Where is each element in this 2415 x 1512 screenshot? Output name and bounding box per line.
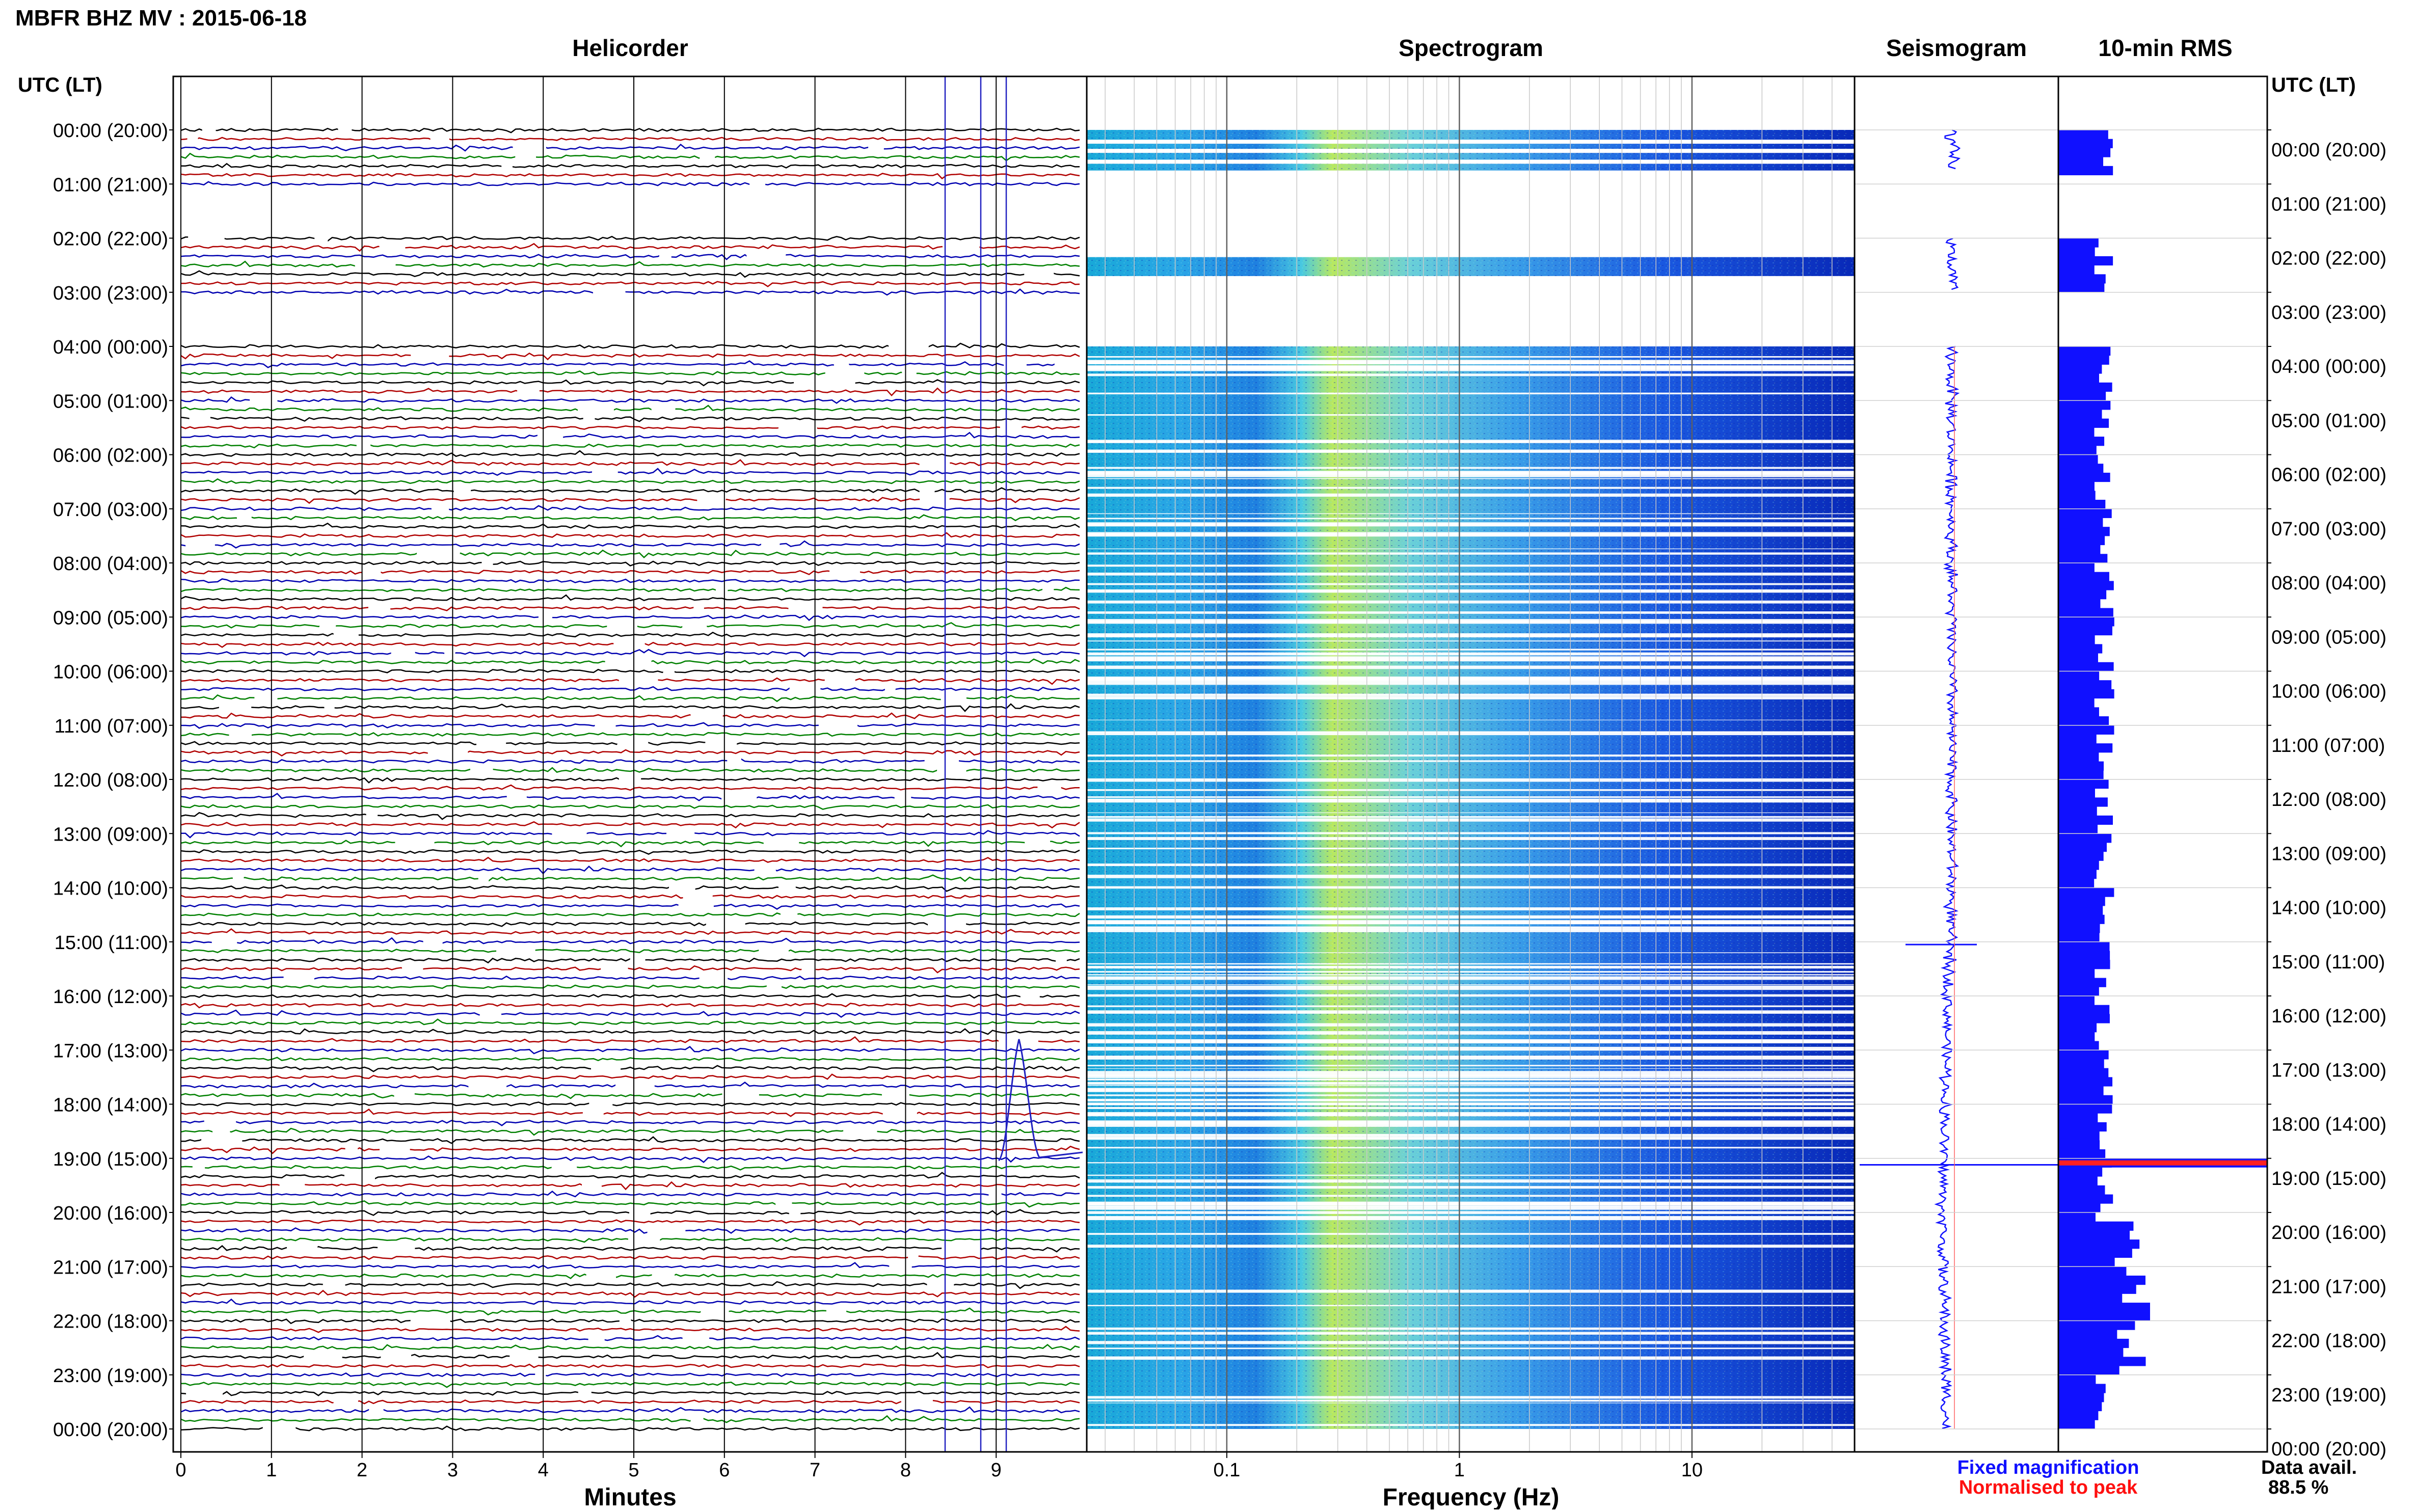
- rms-bars: [2058, 130, 2267, 1429]
- helicorder-tick-label: 7: [810, 1460, 820, 1481]
- time-label-right: 08:00 (04:00): [2271, 573, 2386, 594]
- time-label-left: 13:00 (09:00): [53, 824, 168, 845]
- time-label-right: 00:00 (20:00): [2271, 1439, 2386, 1460]
- helicorder-xlabel: Minutes: [584, 1484, 676, 1509]
- legend-fixed: Fixed magnification: [1957, 1457, 2139, 1478]
- panel-title-helicorder: Helicorder: [572, 35, 688, 61]
- time-label-right: 16:00 (12:00): [2271, 1006, 2386, 1027]
- helicorder-tick-label: 0: [175, 1460, 186, 1481]
- time-label-right: 13:00 (09:00): [2271, 843, 2386, 865]
- time-label-right: 18:00 (14:00): [2271, 1114, 2386, 1136]
- time-label-left: 11:00 (07:00): [55, 716, 168, 737]
- spectrogram-xlabel: Frequency (Hz): [1383, 1484, 1560, 1509]
- utc-label-left: UTC (LT): [18, 74, 102, 96]
- time-label-left: 20:00 (16:00): [53, 1203, 168, 1224]
- time-label-left: 21:00 (17:00): [53, 1257, 168, 1278]
- time-label-left: 01:00 (21:00): [53, 174, 168, 196]
- time-label-left: 14:00 (10:00): [53, 878, 168, 900]
- time-label-left: 02:00 (22:00): [53, 229, 168, 250]
- helicorder-tick-label: 3: [447, 1460, 458, 1481]
- time-label-right: 07:00 (03:00): [2271, 519, 2386, 540]
- time-label-right: 20:00 (16:00): [2271, 1222, 2386, 1244]
- spectrogram-tick-label: 1: [1454, 1460, 1465, 1481]
- time-label-left: 22:00 (18:00): [53, 1311, 168, 1333]
- station-title: MBFR BHZ MV : 2015-06-18: [15, 6, 307, 31]
- availability-value: 88.5 %: [2268, 1477, 2328, 1498]
- time-label-left: 15:00 (11:00): [55, 932, 168, 954]
- time-label-left: 00:00 (20:00): [53, 1419, 168, 1441]
- time-labels: 00:00 (20:00) 00:00 (20:00) 01:00 (21:00) 0…: [53, 120, 2386, 1460]
- time-label-left: 17:00 (13:00): [53, 1040, 168, 1062]
- time-label-left: 12:00 (08:00): [53, 770, 168, 791]
- time-label-right: 12:00 (08:00): [2271, 789, 2386, 811]
- helicorder-tick-label: 9: [991, 1460, 1002, 1481]
- time-label-left: 10:00 (06:00): [53, 662, 168, 683]
- time-label-right: 21:00 (17:00): [2271, 1276, 2386, 1298]
- time-label-left: 07:00 (03:00): [53, 499, 168, 521]
- time-label-left: 18:00 (14:00): [53, 1095, 168, 1116]
- spectrogram-area: [1087, 76, 1855, 1452]
- helicorder-tick-label: 1: [266, 1460, 277, 1481]
- time-label-right: 14:00 (10:00): [2271, 898, 2386, 919]
- panel-title-seismogram: Seismogram: [1886, 35, 2027, 61]
- time-label-right: 05:00 (01:00): [2271, 410, 2386, 431]
- time-label-right: 19:00 (15:00): [2271, 1168, 2386, 1190]
- time-label-right: 04:00 (00:00): [2271, 356, 2386, 377]
- helicorder-tick-label: 2: [357, 1460, 367, 1481]
- panel-title-spectrogram: Spectrogram: [1399, 35, 1543, 61]
- legend-normalised: Normalised to peak: [1959, 1477, 2138, 1498]
- time-label-right: 10:00 (06:00): [2271, 681, 2386, 703]
- time-label-right: 00:00 (20:00): [2271, 140, 2386, 161]
- time-label-right: 22:00 (18:00): [2271, 1331, 2386, 1352]
- time-label-right: 01:00 (21:00): [2271, 194, 2386, 215]
- time-label-right: 23:00 (19:00): [2271, 1385, 2386, 1406]
- time-label-right: 03:00 (23:00): [2271, 302, 2386, 323]
- spectrogram-tick-label: 0.1: [1213, 1460, 1240, 1481]
- utc-label-right: UTC (LT): [2271, 74, 2356, 96]
- time-label-left: 00:00 (20:00): [53, 120, 168, 142]
- time-label-right: 17:00 (13:00): [2271, 1060, 2386, 1081]
- frame-and-grid: [172, 75, 2268, 1453]
- time-label-left: 03:00 (23:00): [53, 283, 168, 304]
- helicorder-tick-label: 8: [900, 1460, 911, 1481]
- time-label-left: 05:00 (01:00): [53, 391, 168, 412]
- helicorder-tick-label: 5: [628, 1460, 639, 1481]
- panel-title-rms: 10-min RMS: [2098, 35, 2232, 61]
- spectrogram-tick-label: 10: [1681, 1460, 1703, 1481]
- time-label-right: 02:00 (22:00): [2271, 248, 2386, 269]
- helicorder-tick-label: 4: [538, 1460, 549, 1481]
- time-label-left: 04:00 (00:00): [53, 337, 168, 358]
- time-label-left: 19:00 (15:00): [53, 1149, 168, 1170]
- availability-label: Data avail.: [2261, 1457, 2357, 1478]
- time-label-left: 06:00 (02:00): [53, 445, 168, 467]
- time-label-right: 15:00 (11:00): [2271, 952, 2385, 973]
- time-label-left: 16:00 (12:00): [53, 986, 168, 1008]
- time-label-right: 06:00 (02:00): [2271, 465, 2386, 486]
- time-label-left: 23:00 (19:00): [53, 1365, 168, 1387]
- helicorder-traces: [180, 76, 1083, 1452]
- time-label-right: 11:00 (07:00): [2271, 735, 2385, 757]
- axis-ticks: 0 1 2 3 4 5 6 7 8 9 0.1 1 10: [175, 1452, 1703, 1481]
- helicorder-tick-label: 6: [719, 1460, 730, 1481]
- time-label-right: 09:00 (05:00): [2271, 627, 2386, 648]
- time-label-left: 09:00 (05:00): [53, 607, 168, 629]
- time-label-left: 08:00 (04:00): [53, 553, 168, 575]
